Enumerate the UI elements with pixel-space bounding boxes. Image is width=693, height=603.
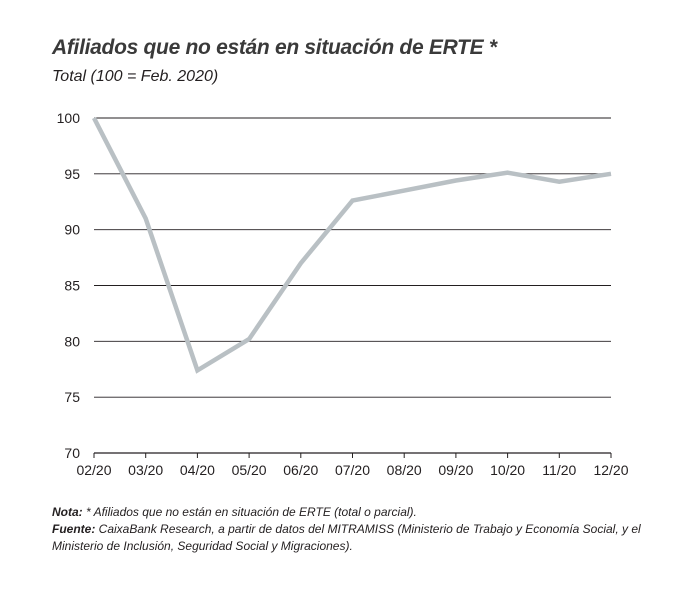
y-tick-label: 100 <box>57 110 81 126</box>
chart-notes: Nota: * Afiliados que no están en situac… <box>52 504 652 555</box>
source-line: Fuente: CaixaBank Research, a partir de … <box>52 521 652 555</box>
series-line <box>91 116 612 374</box>
x-tick-label: 07/20 <box>335 462 370 478</box>
x-axis: 02/20 03/20 04/20 05/20 06/20 07/20 08/20 09/20… <box>76 453 629 478</box>
source-label: Fuente: <box>52 522 96 536</box>
gridlines <box>94 117 611 454</box>
note-label: Nota: <box>52 505 83 519</box>
chart-title: Afiliados que no están en situación de E… <box>52 36 497 59</box>
note-text: * Afiliados que no están en situación de… <box>82 505 417 519</box>
y-axis: 100 95 90 85 80 75 70 <box>57 110 81 461</box>
source-text: CaixaBank Research, a partir de datos de… <box>52 522 641 553</box>
note-line: Nota: * Afiliados que no están en situac… <box>52 504 652 521</box>
line-chart: 100 95 90 85 80 75 70 02/20 03/20 04/20 05/20 06/2… <box>57 110 629 478</box>
y-tick-label: 90 <box>64 222 80 238</box>
x-tick-label: 09/20 <box>438 462 473 478</box>
y-tick-label: 75 <box>64 389 80 405</box>
series-layer <box>91 116 612 374</box>
x-tick-label: 12/20 <box>593 462 628 478</box>
x-tick-label: 04/20 <box>180 462 215 478</box>
y-tick-label: 80 <box>64 333 80 349</box>
y-tick-label: 95 <box>64 166 80 182</box>
x-tick-label: 02/20 <box>76 462 111 478</box>
x-tick-label: 10/20 <box>490 462 525 478</box>
chart-subtitle: Total (100 = Feb. 2020) <box>52 68 219 85</box>
y-tick-label: 85 <box>64 278 80 294</box>
x-tick-label: 05/20 <box>232 462 267 478</box>
x-tick-label: 03/20 <box>128 462 163 478</box>
y-tick-label: 70 <box>64 445 80 461</box>
x-tick-label: 06/20 <box>283 462 318 478</box>
x-tick-label: 11/20 <box>542 462 576 478</box>
x-tick-label: 08/20 <box>387 462 422 478</box>
